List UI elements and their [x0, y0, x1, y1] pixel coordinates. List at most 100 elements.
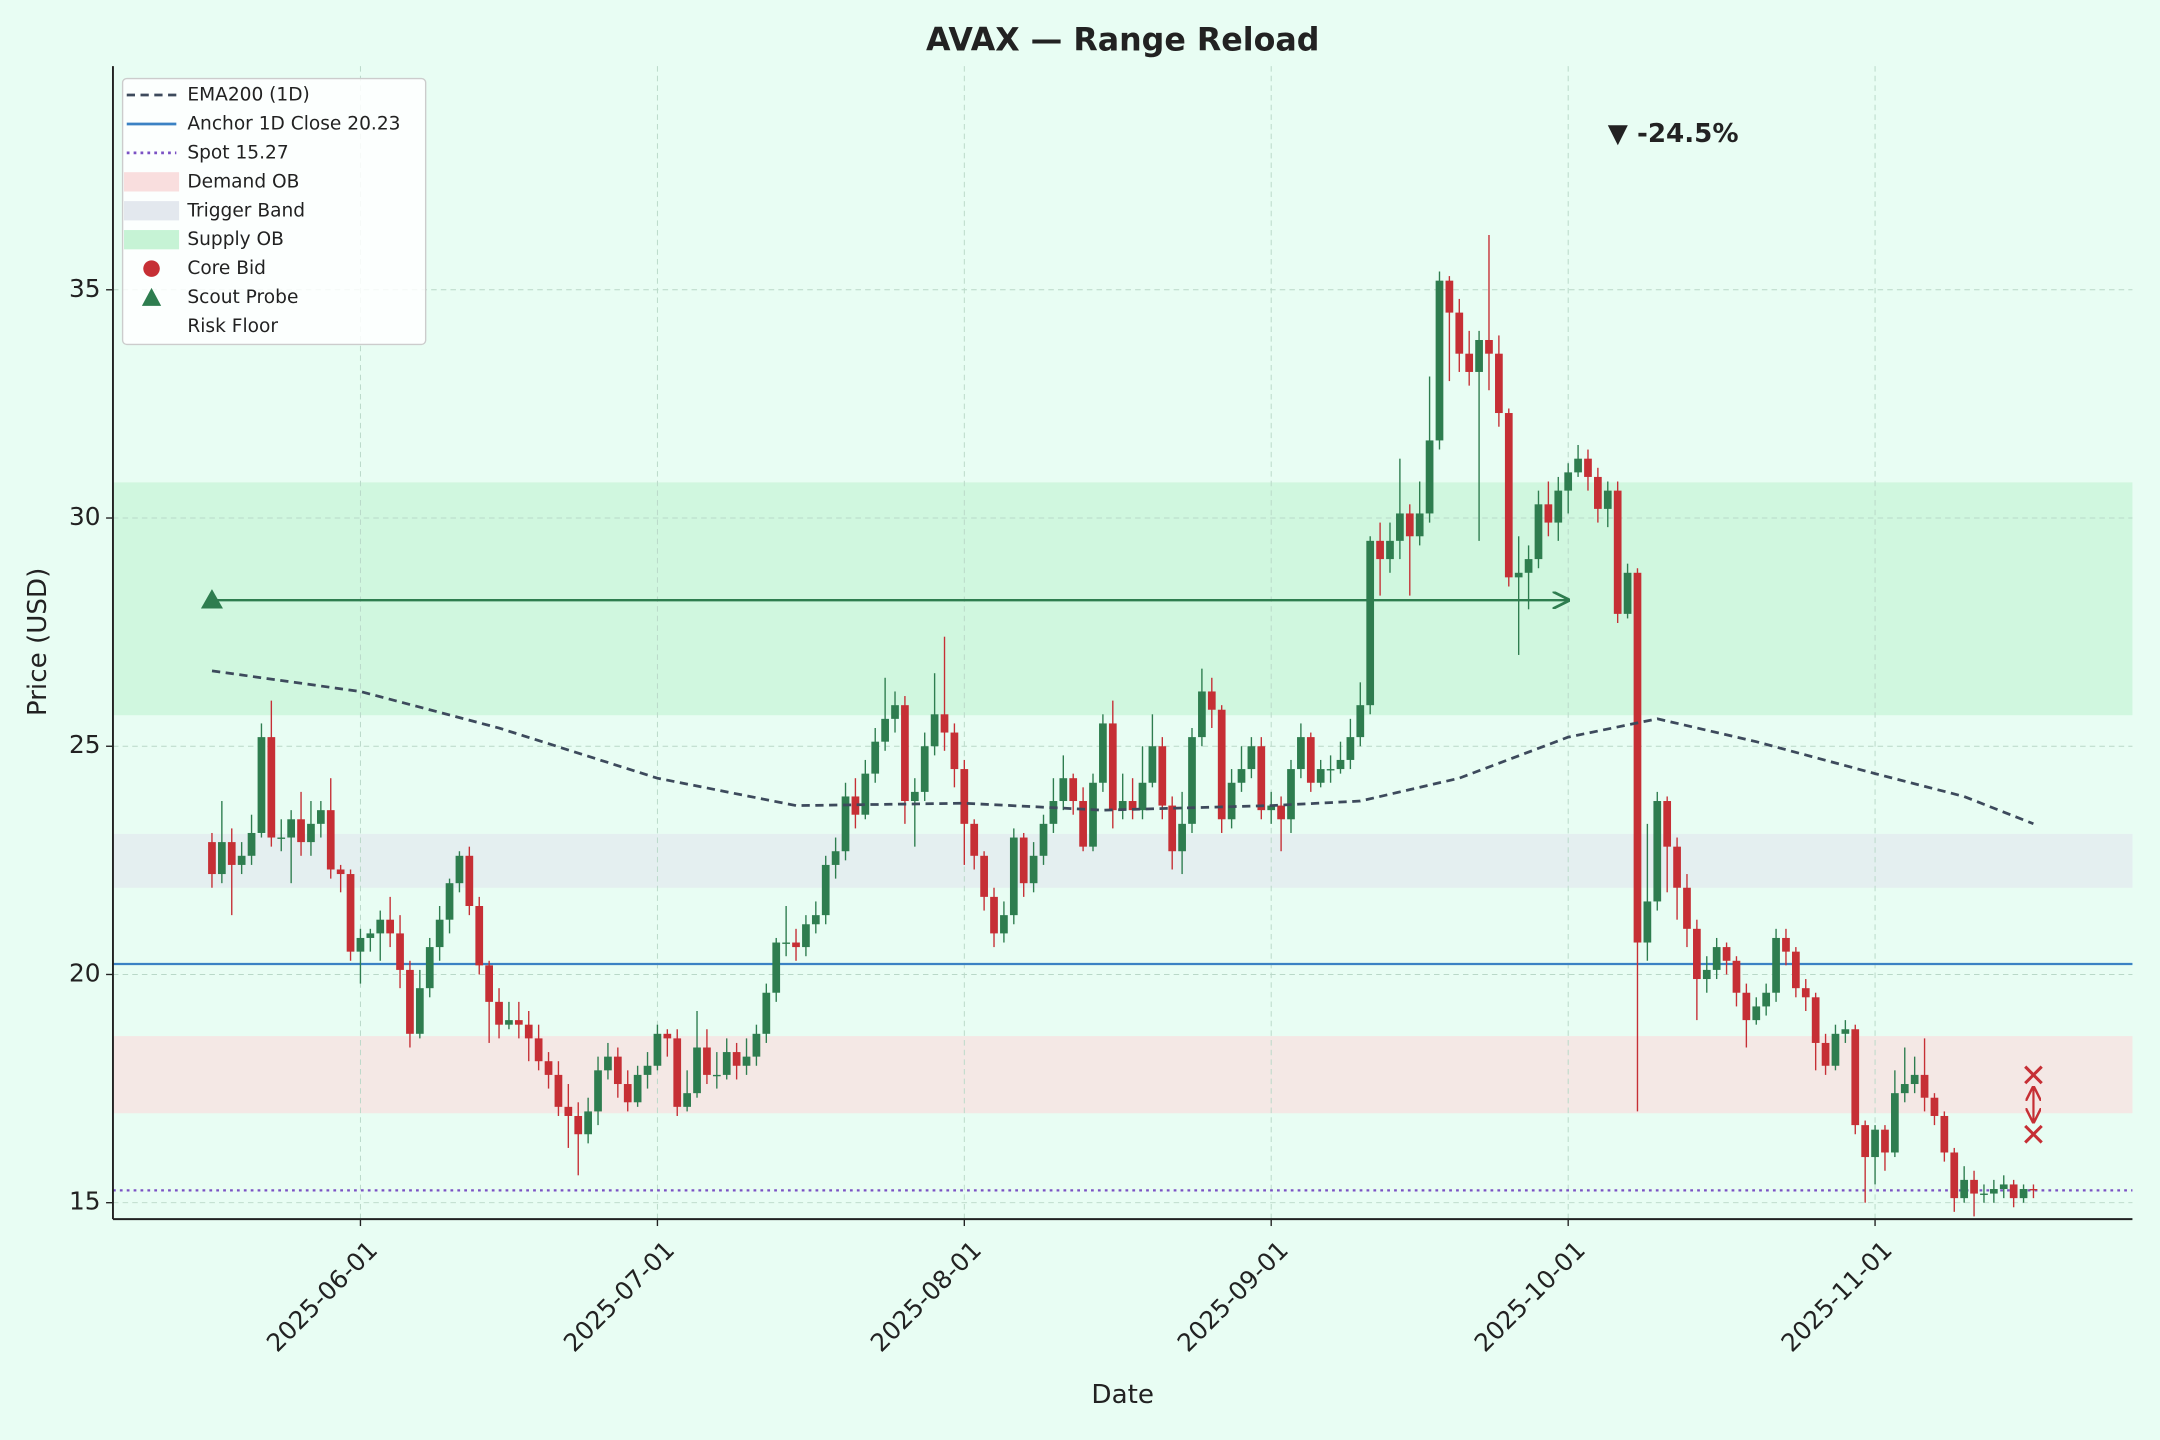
legend-label: Spot 15.27 — [187, 142, 288, 163]
candle-body — [1633, 572, 1642, 943]
candle-body — [663, 1033, 672, 1039]
candle-body — [1871, 1129, 1879, 1158]
candle-body — [1099, 723, 1107, 783]
candle-body — [227, 842, 236, 865]
candle-body — [1861, 1125, 1870, 1158]
legend-label: Core Bid — [187, 258, 266, 279]
candle-body — [990, 896, 998, 934]
legend-label: EMA200 (1D) — [187, 85, 309, 106]
candle-body — [1980, 1193, 1988, 1195]
candle-body — [1851, 1029, 1860, 1126]
candle-body — [1306, 737, 1315, 783]
candle-body — [1594, 476, 1602, 509]
candle-body — [1000, 915, 1008, 934]
candle-body — [1118, 801, 1127, 811]
candle-body — [1128, 801, 1137, 811]
candle-body — [1435, 280, 1444, 441]
candle-body — [307, 823, 315, 843]
candle-body — [406, 969, 414, 1034]
candle-body — [1564, 472, 1573, 491]
candle-body — [594, 1070, 602, 1112]
candle-body — [425, 947, 434, 989]
candle-body — [1702, 969, 1711, 980]
candle-body — [1772, 937, 1780, 993]
candle-body — [1534, 504, 1543, 560]
candle-body — [1405, 513, 1414, 537]
candle-body — [1940, 1115, 1949, 1153]
candle-body — [1712, 947, 1721, 970]
candle-body — [1108, 723, 1117, 811]
candle-body — [1801, 988, 1810, 998]
candle-body — [1831, 1033, 1840, 1066]
candle-body — [782, 942, 790, 944]
candle-body — [356, 937, 365, 952]
candle-body — [1584, 458, 1592, 477]
candle-body — [1019, 837, 1028, 884]
candle-body — [297, 819, 305, 843]
candle-body — [455, 855, 464, 884]
candle-body — [1623, 572, 1632, 614]
x-tick-label: 2025-08-01 — [865, 1235, 987, 1357]
candle-body — [1910, 1074, 1919, 1085]
candle-body — [772, 942, 781, 993]
candle-body — [1752, 1006, 1761, 1021]
candle-body — [237, 855, 246, 865]
candle-body — [683, 1093, 691, 1107]
candle-body — [1396, 513, 1404, 541]
candle-body — [1425, 440, 1434, 514]
y-tick-label: 30 — [69, 502, 101, 531]
candle-body — [1554, 490, 1563, 523]
candle-body — [1881, 1129, 1889, 1153]
candle-body — [435, 919, 444, 948]
candle-body — [752, 1033, 761, 1057]
candle-body — [1415, 513, 1424, 537]
candle-body — [1693, 928, 1701, 980]
candle-body — [1217, 709, 1226, 820]
x-axis-label: Date — [1091, 1380, 1154, 1410]
candle-body — [277, 837, 286, 839]
candle-body — [1732, 960, 1741, 993]
candle-body — [445, 883, 454, 920]
candle-body — [1524, 559, 1533, 573]
candle-body — [1603, 490, 1612, 509]
candle-body — [1891, 1093, 1899, 1153]
candle-body — [1475, 339, 1483, 372]
candle-body — [653, 1033, 662, 1066]
candle-body — [485, 965, 493, 1002]
legend-handle — [143, 260, 160, 277]
candle-body — [524, 1024, 533, 1039]
candle-body — [920, 746, 929, 792]
candle-body — [703, 1047, 711, 1075]
candle-body — [584, 1111, 592, 1135]
candle-body — [287, 819, 296, 838]
candle-body — [1386, 540, 1394, 560]
candle-body — [1267, 805, 1276, 811]
candle-body — [1356, 705, 1365, 738]
candle-body — [1227, 782, 1236, 820]
candle-body — [1039, 823, 1048, 856]
candle-body — [386, 919, 395, 934]
legend-handle — [123, 172, 180, 192]
candle-body — [970, 823, 979, 856]
candle-body — [841, 796, 850, 852]
candle-body — [821, 864, 830, 916]
candle-body — [366, 933, 375, 938]
candle-body — [1950, 1152, 1959, 1199]
candle-body — [505, 1020, 513, 1025]
candle-body — [1207, 691, 1216, 710]
candle-body — [643, 1065, 652, 1075]
legend-label: Risk Floor — [187, 316, 278, 337]
candle-body — [802, 924, 810, 948]
candle-body — [1465, 353, 1474, 372]
candle-body — [1485, 339, 1493, 354]
candle-body — [1920, 1074, 1929, 1098]
ema-line — [211, 669, 2034, 826]
candle-body — [604, 1056, 612, 1071]
candle-body — [1297, 737, 1305, 770]
candle-body — [1366, 540, 1375, 706]
zone-band — [112, 482, 2133, 716]
candle-body — [495, 1001, 503, 1025]
candle-body — [1663, 801, 1672, 847]
candle-body — [1930, 1097, 1939, 1116]
